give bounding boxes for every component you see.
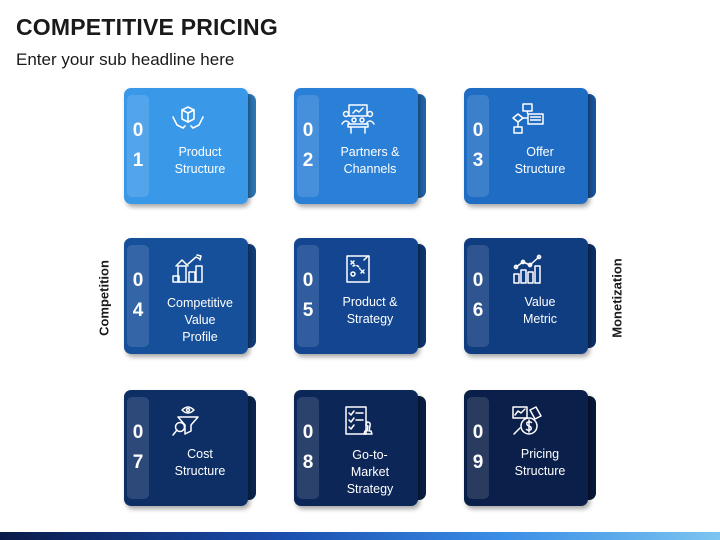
building-growth-chart-icon bbox=[170, 252, 206, 286]
card-number-digit: 7 bbox=[132, 452, 144, 473]
card-number-digit: 1 bbox=[132, 150, 144, 171]
card-label: Pricing Structure bbox=[492, 446, 588, 480]
card-label-line: Strategy bbox=[346, 312, 394, 326]
card-label-line: Partners & bbox=[340, 145, 400, 159]
card-label-line: Structure bbox=[174, 162, 226, 176]
card-label: Product & Strategy bbox=[322, 294, 418, 328]
bottom-accent-bar bbox=[0, 532, 720, 540]
card-label-line: Structure bbox=[514, 162, 566, 176]
card-number-digit: 6 bbox=[472, 300, 484, 321]
cost-funnel-magnifier-icon bbox=[170, 404, 206, 438]
card-number-digit: 0 bbox=[132, 270, 144, 291]
flowchart-icon bbox=[510, 102, 546, 136]
pricing-dollar-chart-icon bbox=[510, 404, 546, 438]
card-number-digit: 5 bbox=[302, 300, 314, 321]
card-number-digit: 0 bbox=[302, 270, 314, 291]
card-label-line: Product & bbox=[342, 295, 398, 309]
card-label-line: Cost bbox=[187, 447, 213, 461]
card-label-line: Value bbox=[184, 313, 216, 327]
card-number-digit: 4 bbox=[132, 300, 144, 321]
card-number-digit: 9 bbox=[472, 452, 484, 473]
card-label-line: Product bbox=[178, 145, 222, 159]
card-label-line: Competitive bbox=[167, 296, 233, 310]
side-label-competition: Competition bbox=[96, 260, 112, 336]
strategy-board-icon bbox=[340, 252, 376, 286]
card-number-digit: 0 bbox=[472, 120, 484, 141]
card-label-line: Structure bbox=[174, 464, 226, 478]
card-label: Value Metric bbox=[492, 294, 588, 328]
card-label-line: Metric bbox=[522, 312, 558, 326]
product-box-hands-icon bbox=[170, 102, 206, 136]
card-label: Product Structure bbox=[152, 144, 248, 178]
card-number-digit: 0 bbox=[132, 120, 144, 141]
card-number-digit: 0 bbox=[302, 422, 314, 443]
card-number-digit: 0 bbox=[302, 120, 314, 141]
card-label: Partners & Channels bbox=[322, 144, 418, 178]
card-label-line: Strategy bbox=[346, 482, 394, 496]
bar-chart-trend-icon bbox=[510, 252, 546, 286]
page-subtitle: Enter your sub headline here bbox=[16, 50, 235, 69]
card-label-line: Profile bbox=[182, 330, 218, 344]
card-label-line: Market bbox=[350, 465, 390, 479]
card-label: Go-to- Market Strategy bbox=[322, 447, 418, 498]
card-label-line: Offer bbox=[526, 145, 554, 159]
card-label: Cost Structure bbox=[152, 446, 248, 480]
card-label-line: Value bbox=[524, 295, 556, 309]
card-label-line: Pricing bbox=[520, 447, 560, 461]
card-label-line: Structure bbox=[514, 464, 566, 478]
card-number-digit: 0 bbox=[472, 270, 484, 291]
card-label-line: Go-to- bbox=[352, 448, 388, 462]
card-number-digit: 0 bbox=[132, 422, 144, 443]
card-number-digit: 0 bbox=[472, 422, 484, 443]
partners-meeting-icon bbox=[340, 102, 376, 136]
card-number-digit: 3 bbox=[472, 150, 484, 171]
page-title: COMPETITIVE PRICING bbox=[16, 14, 278, 40]
card-label: Competitive Value Profile bbox=[152, 295, 248, 346]
side-label-monetization: Monetization bbox=[609, 258, 625, 338]
card-number-digit: 2 bbox=[302, 150, 314, 171]
checklist-chess-icon bbox=[340, 404, 376, 438]
card-number-digit: 8 bbox=[302, 452, 314, 473]
card-label: Offer Structure bbox=[492, 144, 588, 178]
card-label-line: Channels bbox=[343, 162, 397, 176]
